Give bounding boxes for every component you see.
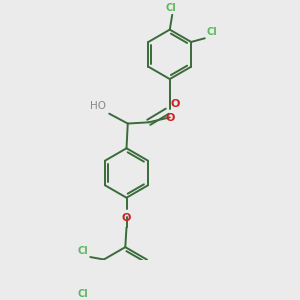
- Text: O: O: [122, 213, 131, 223]
- Text: Cl: Cl: [207, 27, 218, 37]
- Text: HO: HO: [90, 101, 106, 111]
- Text: Cl: Cl: [78, 246, 88, 256]
- Text: Cl: Cl: [78, 289, 88, 299]
- Text: O: O: [170, 99, 180, 109]
- Text: O: O: [165, 113, 175, 123]
- Text: Cl: Cl: [166, 3, 176, 13]
